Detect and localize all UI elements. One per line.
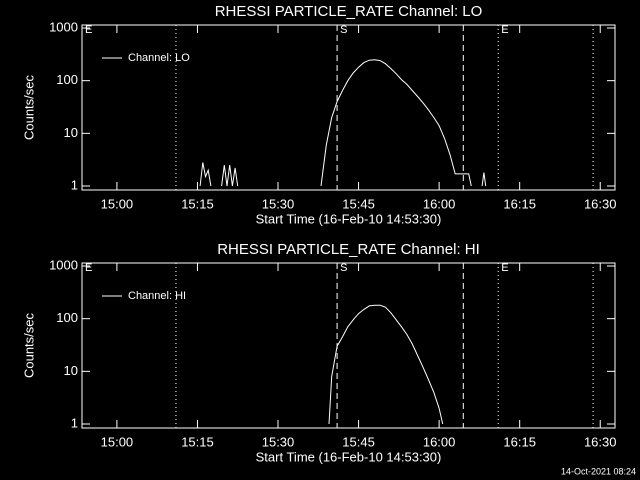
plot-frame <box>81 24 616 191</box>
chart-title: RHESSI PARTICLE_RATE Channel: LO <box>215 3 483 20</box>
x-tick-label: 15:45 <box>342 196 375 211</box>
footer: 14-Oct-2021 08:24 <box>561 466 636 476</box>
plot-frame <box>81 262 616 429</box>
marker-label: E <box>85 24 92 36</box>
y-tick-label: 1 <box>71 177 78 192</box>
chart-title: RHESSI PARTICLE_RATE Channel: HI <box>217 241 480 258</box>
x-tick-label: 16:00 <box>423 196 456 211</box>
x-tick-label: 16:15 <box>503 434 536 449</box>
x-axis-label: Start Time (16-Feb-10 14:53:30) <box>256 211 442 226</box>
x-tick-label: 15:30 <box>262 434 295 449</box>
y-tick-label: 100 <box>56 72 78 87</box>
marker-label: S <box>340 262 347 274</box>
y-tick-label: 1000 <box>49 257 78 272</box>
x-tick-label: 16:30 <box>584 196 617 211</box>
x-axis-label: Start Time (16-Feb-10 14:53:30) <box>256 449 442 464</box>
y-axis-label: Counts/sec <box>21 312 36 378</box>
y-axis-label: Counts/sec <box>21 74 36 140</box>
y-tick-label: 100 <box>56 310 78 325</box>
x-tick-label: 15:00 <box>101 434 134 449</box>
x-tick-label: 16:00 <box>423 434 456 449</box>
x-tick-label: 15:45 <box>342 434 375 449</box>
x-tick-label: 15:15 <box>181 434 214 449</box>
data-line <box>199 59 487 187</box>
x-tick-label: 15:00 <box>101 196 134 211</box>
marker-label: E <box>501 24 508 36</box>
data-line <box>328 304 444 425</box>
y-tick-label: 1000 <box>49 19 78 34</box>
x-tick-label: 15:30 <box>262 196 295 211</box>
x-tick-label: 16:30 <box>584 434 617 449</box>
marker-label: S <box>340 24 347 36</box>
legend-label: Channel: LO <box>128 52 190 64</box>
y-tick-label: 1 <box>71 415 78 430</box>
legend-label: Channel: HI <box>128 290 186 302</box>
y-tick-label: 10 <box>64 363 78 378</box>
y-tick-label: 10 <box>64 125 78 140</box>
x-tick-label: 15:15 <box>181 196 214 211</box>
marker-label: E <box>85 262 92 274</box>
marker-label: E <box>501 262 508 274</box>
x-tick-label: 16:15 <box>503 196 536 211</box>
